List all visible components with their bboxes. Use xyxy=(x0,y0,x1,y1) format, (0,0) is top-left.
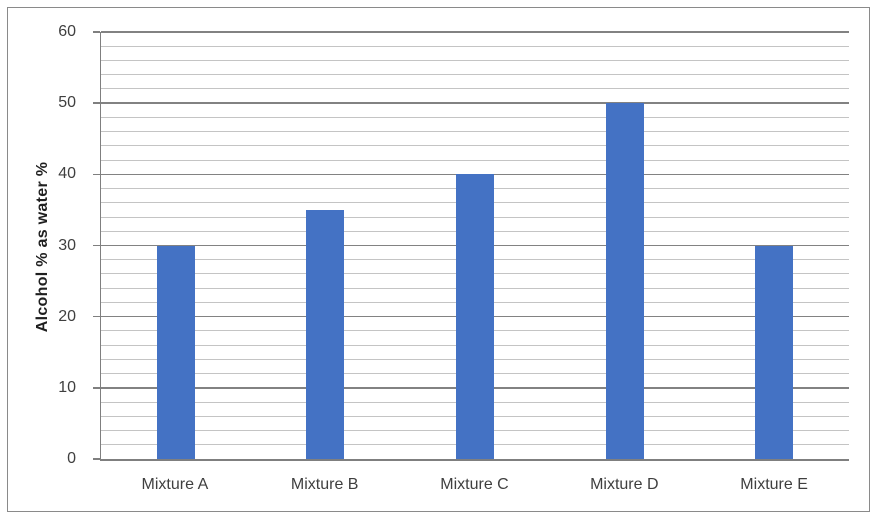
gridline-minor xyxy=(101,59,849,61)
x-category-label-mixture-a: Mixture A xyxy=(141,476,209,493)
gridline-minor xyxy=(101,116,849,118)
x-category-label-mixture-c: Mixture C xyxy=(440,476,509,493)
gridline-minor xyxy=(101,88,849,90)
chart-frame[interactable]: Alcohol % as water % 0 10 20 30 40 50 60 Mixtu… xyxy=(7,7,870,512)
gridline-minor xyxy=(101,145,849,147)
gridline-major xyxy=(101,173,849,176)
x-category-label-mixture-e: Mixture E xyxy=(740,476,808,493)
bar-mixture-e[interactable] xyxy=(755,245,794,459)
gridline-minor xyxy=(101,45,849,47)
y-axis-tick-mark xyxy=(93,458,100,460)
bar-mixture-a[interactable] xyxy=(156,245,195,459)
y-axis-tick-mark xyxy=(93,387,100,389)
x-axis-category-labels: Mixture A Mixture B Mixture C Mixture D Mixt… xyxy=(100,476,849,500)
gridline-minor xyxy=(101,159,849,161)
y-axis-tick-label: 20 xyxy=(58,307,76,325)
bar-mixture-c[interactable] xyxy=(456,174,494,459)
y-axis-tick-label: 60 xyxy=(58,23,76,40)
gridline-major xyxy=(101,102,849,104)
y-axis-tick-labels: 0 10 20 30 40 50 60 xyxy=(8,23,85,467)
y-axis-tick-mark xyxy=(93,102,100,104)
y-axis-tick-label: 10 xyxy=(58,378,76,396)
y-axis-tick-label: 50 xyxy=(58,94,76,112)
x-category-label-mixture-d: Mixture D xyxy=(590,476,659,493)
plot-area xyxy=(100,31,849,461)
y-axis-tick-mark xyxy=(93,244,100,247)
y-axis-tick-label: 40 xyxy=(58,165,76,183)
y-axis-tick-marks xyxy=(93,31,100,460)
y-axis-tick-label: 30 xyxy=(58,236,76,254)
y-axis-tick-mark xyxy=(93,315,100,318)
y-axis-tick-mark xyxy=(93,31,100,33)
gridline-minor xyxy=(101,74,849,76)
gridline-major xyxy=(101,31,849,33)
bar-mixture-b[interactable] xyxy=(306,209,345,459)
gridline-minor xyxy=(101,131,849,133)
x-category-label-mixture-b: Mixture B xyxy=(290,476,359,493)
y-axis-tick-label: 0 xyxy=(67,450,76,467)
bar-mixture-d[interactable] xyxy=(605,103,644,459)
y-axis-tick-mark xyxy=(93,173,100,176)
